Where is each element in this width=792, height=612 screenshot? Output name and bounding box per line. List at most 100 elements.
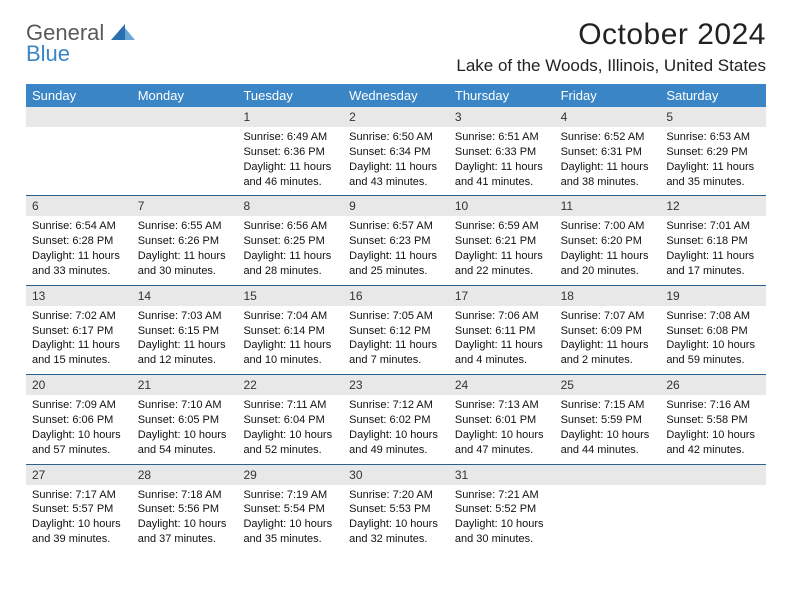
daylight-line2: and 52 minutes. <box>243 443 337 458</box>
day-number: 21 <box>132 375 238 395</box>
day-number: 25 <box>555 375 661 395</box>
daylight-line1: Daylight: 11 hours <box>455 249 549 264</box>
day-number: 23 <box>343 375 449 395</box>
sunset-text: Sunset: 5:53 PM <box>349 502 443 517</box>
day-number: 31 <box>449 465 555 485</box>
daylight-line1: Daylight: 10 hours <box>243 517 337 532</box>
day-number: 15 <box>237 286 343 306</box>
day-number: 26 <box>660 375 766 395</box>
day-number: 24 <box>449 375 555 395</box>
sunrise-text: Sunrise: 7:03 AM <box>138 309 232 324</box>
sunset-text: Sunset: 6:33 PM <box>455 145 549 160</box>
daylight-line2: and 35 minutes. <box>243 532 337 547</box>
sunrise-text: Sunrise: 7:18 AM <box>138 488 232 503</box>
daylight-line1: Daylight: 11 hours <box>455 338 549 353</box>
daylight-line2: and 46 minutes. <box>243 175 337 190</box>
daylight-line2: and 43 minutes. <box>349 175 443 190</box>
day-body <box>132 127 238 187</box>
day-number: 5 <box>660 107 766 127</box>
day-cell-empty <box>555 465 661 553</box>
week-row: 6Sunrise: 6:54 AMSunset: 6:28 PMDaylight… <box>26 196 766 285</box>
sunrise-text: Sunrise: 7:01 AM <box>666 219 760 234</box>
sunrise-text: Sunrise: 6:52 AM <box>561 130 655 145</box>
sunset-text: Sunset: 5:58 PM <box>666 413 760 428</box>
day-body: Sunrise: 7:11 AMSunset: 6:04 PMDaylight:… <box>237 395 343 463</box>
day-body: Sunrise: 6:56 AMSunset: 6:25 PMDaylight:… <box>237 216 343 284</box>
day-cell: 19Sunrise: 7:08 AMSunset: 6:08 PMDayligh… <box>660 286 766 374</box>
sunrise-text: Sunrise: 7:17 AM <box>32 488 126 503</box>
day-cell-empty <box>26 107 132 195</box>
day-body: Sunrise: 7:07 AMSunset: 6:09 PMDaylight:… <box>555 306 661 374</box>
sunrise-text: Sunrise: 7:09 AM <box>32 398 126 413</box>
day-number: 12 <box>660 196 766 216</box>
day-cell: 3Sunrise: 6:51 AMSunset: 6:33 PMDaylight… <box>449 107 555 195</box>
sunset-text: Sunset: 5:57 PM <box>32 502 126 517</box>
day-number <box>26 107 132 127</box>
sunset-text: Sunset: 6:20 PM <box>561 234 655 249</box>
daylight-line1: Daylight: 10 hours <box>243 428 337 443</box>
day-body <box>555 485 661 545</box>
day-number: 7 <box>132 196 238 216</box>
sunrise-text: Sunrise: 6:50 AM <box>349 130 443 145</box>
sunset-text: Sunset: 6:21 PM <box>455 234 549 249</box>
sunrise-text: Sunrise: 6:49 AM <box>243 130 337 145</box>
day-number: 1 <box>237 107 343 127</box>
week-row: 1Sunrise: 6:49 AMSunset: 6:36 PMDaylight… <box>26 107 766 196</box>
logo-text-blue: Blue <box>26 43 135 65</box>
day-cell: 24Sunrise: 7:13 AMSunset: 6:01 PMDayligh… <box>449 375 555 463</box>
daylight-line2: and 25 minutes. <box>349 264 443 279</box>
day-body: Sunrise: 7:17 AMSunset: 5:57 PMDaylight:… <box>26 485 132 553</box>
daylight-line1: Daylight: 11 hours <box>243 338 337 353</box>
daylight-line1: Daylight: 11 hours <box>243 160 337 175</box>
sunset-text: Sunset: 6:29 PM <box>666 145 760 160</box>
daylight-line2: and 59 minutes. <box>666 353 760 368</box>
sunrise-text: Sunrise: 6:51 AM <box>455 130 549 145</box>
daylight-line2: and 54 minutes. <box>138 443 232 458</box>
daylight-line2: and 44 minutes. <box>561 443 655 458</box>
day-body: Sunrise: 7:04 AMSunset: 6:14 PMDaylight:… <box>237 306 343 374</box>
daylight-line2: and 22 minutes. <box>455 264 549 279</box>
weekday-header-row: SundayMondayTuesdayWednesdayThursdayFrid… <box>26 84 766 107</box>
sunset-text: Sunset: 6:25 PM <box>243 234 337 249</box>
sunset-text: Sunset: 6:18 PM <box>666 234 760 249</box>
day-number: 9 <box>343 196 449 216</box>
day-number: 28 <box>132 465 238 485</box>
daylight-line1: Daylight: 11 hours <box>561 249 655 264</box>
day-body: Sunrise: 7:03 AMSunset: 6:15 PMDaylight:… <box>132 306 238 374</box>
daylight-line2: and 10 minutes. <box>243 353 337 368</box>
day-body: Sunrise: 7:09 AMSunset: 6:06 PMDaylight:… <box>26 395 132 463</box>
day-cell: 7Sunrise: 6:55 AMSunset: 6:26 PMDaylight… <box>132 196 238 284</box>
day-number: 20 <box>26 375 132 395</box>
day-body: Sunrise: 6:54 AMSunset: 6:28 PMDaylight:… <box>26 216 132 284</box>
day-cell: 29Sunrise: 7:19 AMSunset: 5:54 PMDayligh… <box>237 465 343 553</box>
day-number <box>660 465 766 485</box>
day-body: Sunrise: 7:16 AMSunset: 5:58 PMDaylight:… <box>660 395 766 463</box>
day-number <box>555 465 661 485</box>
sunrise-text: Sunrise: 7:06 AM <box>455 309 549 324</box>
daylight-line2: and 28 minutes. <box>243 264 337 279</box>
daylight-line1: Daylight: 11 hours <box>561 338 655 353</box>
day-cell: 31Sunrise: 7:21 AMSunset: 5:52 PMDayligh… <box>449 465 555 553</box>
daylight-line2: and 42 minutes. <box>666 443 760 458</box>
day-number: 19 <box>660 286 766 306</box>
day-body: Sunrise: 6:57 AMSunset: 6:23 PMDaylight:… <box>343 216 449 284</box>
page-title: October 2024 <box>456 18 766 52</box>
daylight-line2: and 32 minutes. <box>349 532 443 547</box>
daylight-line2: and 30 minutes. <box>138 264 232 279</box>
day-cell: 16Sunrise: 7:05 AMSunset: 6:12 PMDayligh… <box>343 286 449 374</box>
day-cell-empty <box>660 465 766 553</box>
sunrise-text: Sunrise: 6:54 AM <box>32 219 126 234</box>
day-body: Sunrise: 6:59 AMSunset: 6:21 PMDaylight:… <box>449 216 555 284</box>
day-number: 16 <box>343 286 449 306</box>
daylight-line2: and 7 minutes. <box>349 353 443 368</box>
calendar: SundayMondayTuesdayWednesdayThursdayFrid… <box>26 84 766 553</box>
daylight-line1: Daylight: 11 hours <box>349 249 443 264</box>
day-body: Sunrise: 7:19 AMSunset: 5:54 PMDaylight:… <box>237 485 343 553</box>
sunrise-text: Sunrise: 7:07 AM <box>561 309 655 324</box>
sunset-text: Sunset: 6:12 PM <box>349 324 443 339</box>
daylight-line2: and 20 minutes. <box>561 264 655 279</box>
day-body: Sunrise: 7:20 AMSunset: 5:53 PMDaylight:… <box>343 485 449 553</box>
day-number: 27 <box>26 465 132 485</box>
day-cell: 12Sunrise: 7:01 AMSunset: 6:18 PMDayligh… <box>660 196 766 284</box>
day-body: Sunrise: 7:21 AMSunset: 5:52 PMDaylight:… <box>449 485 555 553</box>
